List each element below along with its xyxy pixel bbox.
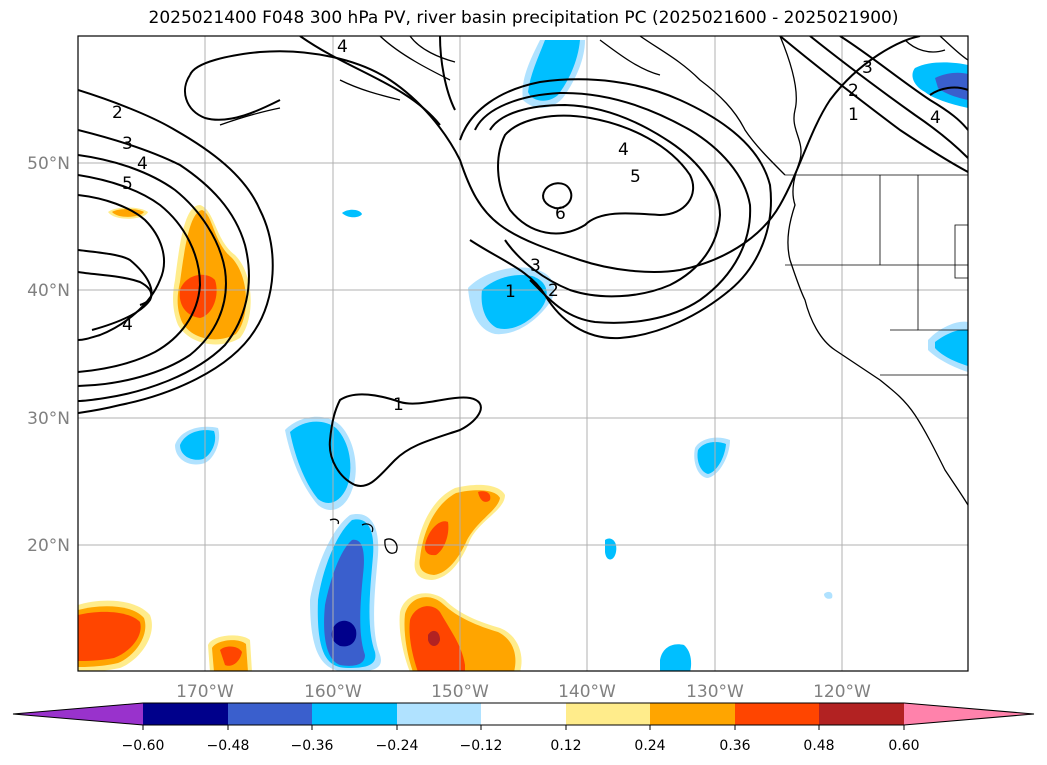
lon-tick-label: 160°W xyxy=(304,682,362,702)
negative-anomaly xyxy=(481,274,547,329)
contour-label: 4 xyxy=(337,37,348,57)
colorbar: −0.60 −0.48 −0.36 −0.24 −0.12 0.12 0.24 … xyxy=(12,702,1035,754)
colorbar-tick-label: −0.60 xyxy=(122,738,165,754)
negative-anomaly xyxy=(935,72,968,100)
colorbar-extend-high xyxy=(904,703,1034,725)
colorbar-tick-label: −0.12 xyxy=(460,738,503,754)
colorbar-tick-label: −0.48 xyxy=(207,738,250,754)
lat-tick-label: 50°N xyxy=(27,154,70,174)
colorbar-tick-label: 0.60 xyxy=(888,738,919,754)
colorbar-ticks xyxy=(142,725,905,730)
contour-label: 1 xyxy=(848,105,859,125)
contour-label: 6 xyxy=(555,204,566,224)
gridlines xyxy=(78,36,968,671)
colorbar-segment xyxy=(819,703,904,725)
colorbar-segment xyxy=(566,703,650,725)
colorbar-segment xyxy=(143,703,228,725)
lat-tick-label: 30°N xyxy=(27,409,70,429)
positive-anomaly xyxy=(478,491,491,502)
positive-anomaly xyxy=(78,611,141,661)
negative-anomaly xyxy=(528,40,580,101)
positive-anomaly xyxy=(220,646,242,666)
colorbar-segment xyxy=(228,703,312,725)
colorbar-tick-label: −0.36 xyxy=(291,738,334,754)
precip-shading xyxy=(78,40,968,671)
lon-tick-label: 130°W xyxy=(686,682,744,702)
map-title: 2025021400 F048 300 hPa PV, river basin … xyxy=(148,8,899,28)
political-borders xyxy=(78,36,968,376)
colorbar-tick-label: 0.24 xyxy=(634,738,665,754)
contour-labels: 2 3 4 5 4 6 5 4 3 2 1 1 3 2 1 4 4 xyxy=(112,37,941,415)
contour-label: 4 xyxy=(618,140,629,160)
colorbar-tick-label: 0.36 xyxy=(719,738,750,754)
contour-label: 5 xyxy=(122,174,133,194)
lon-tick-label: 170°W xyxy=(176,682,234,702)
colorbar-segment xyxy=(650,703,735,725)
colorbar-extend-low xyxy=(13,703,143,725)
contour-label: 4 xyxy=(930,108,941,128)
contour-label: 1 xyxy=(393,395,404,415)
contour-label: 3 xyxy=(530,256,541,276)
lat-axis: 50°N 40°N 30°N 20°N xyxy=(27,154,70,556)
colorbar-segment xyxy=(397,703,481,725)
positive-anomaly xyxy=(112,209,144,217)
negative-anomaly xyxy=(935,329,968,366)
colorbar-tick-label: 0.48 xyxy=(803,738,834,754)
pv-contours xyxy=(78,36,968,487)
contour-label: 2 xyxy=(112,103,123,123)
lon-tick-label: 150°W xyxy=(431,682,489,702)
positive-anomaly xyxy=(424,521,449,556)
negative-anomaly xyxy=(342,209,362,218)
negative-anomaly xyxy=(331,620,357,647)
negative-anomaly xyxy=(824,591,833,599)
colorbar-tick-label: 0.12 xyxy=(550,738,581,754)
negative-anomaly xyxy=(660,644,692,671)
contour-label: 2 xyxy=(848,81,859,101)
contour-label: 3 xyxy=(122,134,133,154)
contour-label: 4 xyxy=(137,154,148,174)
contour-label: 5 xyxy=(630,167,641,187)
lon-axis: 170°W 160°W 150°W 140°W 130°W 120°W xyxy=(176,682,871,702)
contour-label: 3 xyxy=(862,58,873,78)
map-frame xyxy=(77,35,969,672)
colorbar-segment xyxy=(312,703,397,725)
contour-label: 1 xyxy=(505,282,516,302)
negative-anomaly xyxy=(180,430,216,460)
negative-anomaly xyxy=(290,421,351,503)
negative-anomaly xyxy=(605,538,617,560)
colorbar-segment xyxy=(735,703,819,725)
lon-tick-label: 140°W xyxy=(558,682,616,702)
colorbar-segment xyxy=(481,703,566,725)
colorbar-tick-label: −0.24 xyxy=(376,738,419,754)
negative-anomaly xyxy=(697,442,726,474)
map-plot-area xyxy=(78,36,968,671)
lon-tick-label: 120°W xyxy=(813,682,871,702)
lat-tick-label: 20°N xyxy=(27,536,70,556)
lat-tick-label: 40°N xyxy=(27,281,70,301)
contour-label: 2 xyxy=(548,281,559,301)
contour-label: 4 xyxy=(122,315,133,335)
positive-anomaly xyxy=(428,630,440,646)
